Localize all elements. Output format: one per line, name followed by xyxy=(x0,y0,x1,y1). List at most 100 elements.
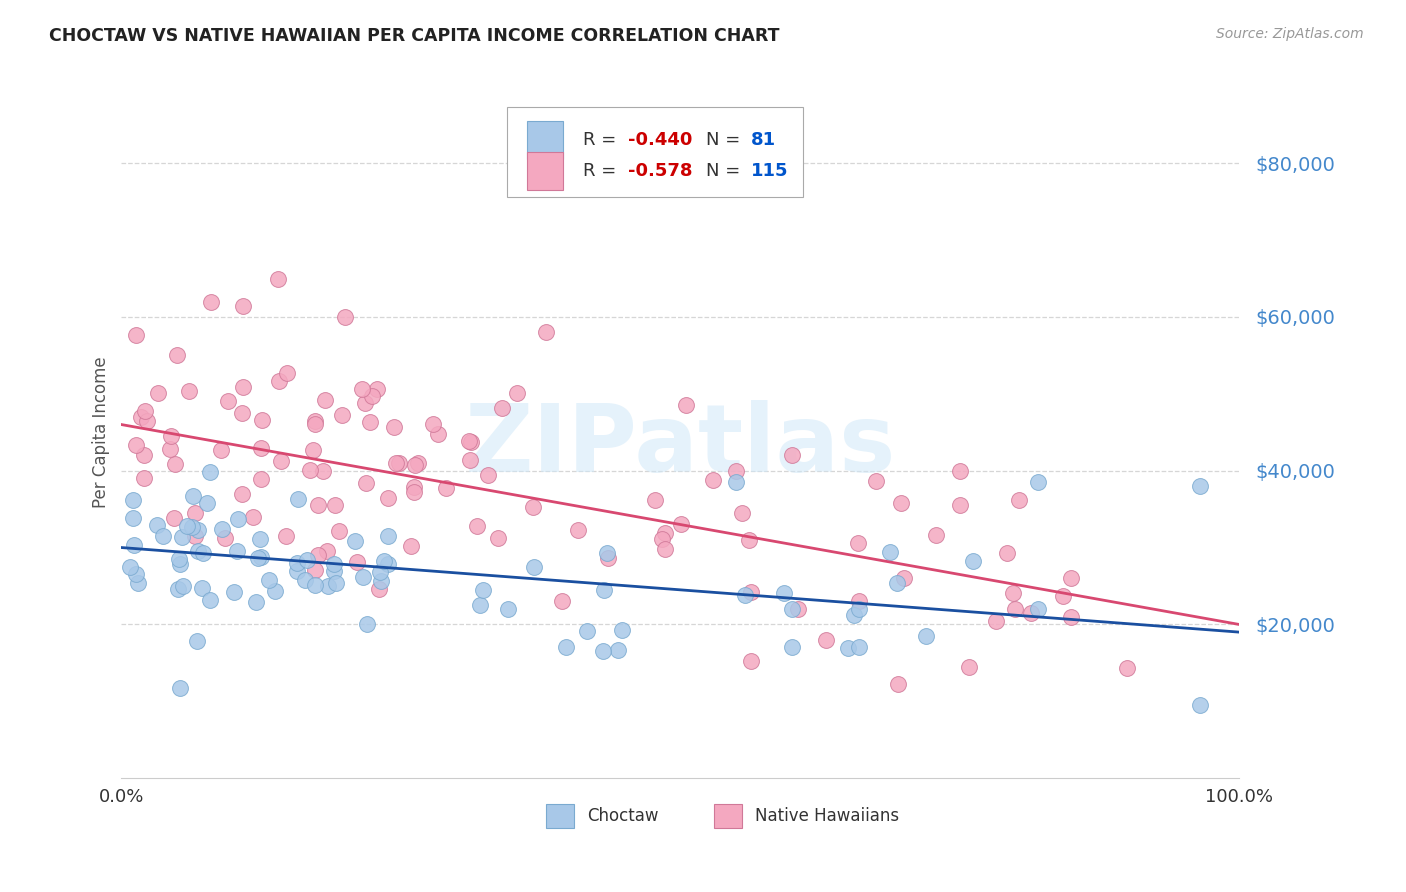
Point xyxy=(1116,661,1139,675)
Point xyxy=(725,475,748,490)
Point xyxy=(232,299,254,313)
Point xyxy=(893,571,915,585)
Point xyxy=(263,583,285,598)
Point xyxy=(551,594,574,608)
Point xyxy=(675,398,697,412)
Point xyxy=(328,524,350,538)
Point xyxy=(131,409,153,424)
Point xyxy=(460,435,482,450)
Point xyxy=(304,414,326,428)
Point xyxy=(486,531,509,545)
Point xyxy=(231,486,253,500)
Point xyxy=(307,498,329,512)
Point xyxy=(232,379,254,393)
Point xyxy=(270,454,292,468)
Point xyxy=(458,452,481,467)
Text: CHOCTAW VS NATIVE HAWAIIAN PER CAPITA INCOME CORRELATION CHART: CHOCTAW VS NATIVE HAWAIIAN PER CAPITA IN… xyxy=(49,27,780,45)
Point xyxy=(333,310,356,324)
Text: -0.440: -0.440 xyxy=(627,131,692,149)
Point xyxy=(725,464,748,478)
Point xyxy=(166,348,188,362)
Point xyxy=(323,498,346,512)
Point xyxy=(226,543,249,558)
Point xyxy=(163,457,186,471)
Point xyxy=(285,556,308,570)
Point xyxy=(226,512,249,526)
Point xyxy=(426,427,449,442)
Point xyxy=(325,576,347,591)
Point xyxy=(651,532,673,546)
Point xyxy=(269,375,291,389)
Text: ZIPatlas: ZIPatlas xyxy=(464,401,896,492)
Point xyxy=(534,326,557,340)
Point xyxy=(360,389,382,403)
Point xyxy=(787,601,810,615)
Point xyxy=(304,563,326,577)
Point xyxy=(377,557,399,571)
Point xyxy=(249,532,271,546)
Point xyxy=(250,441,273,455)
Point xyxy=(848,594,870,608)
Point xyxy=(176,518,198,533)
Point xyxy=(607,642,630,657)
Point xyxy=(285,564,308,578)
Point xyxy=(522,500,544,514)
Point xyxy=(780,640,803,655)
Point xyxy=(344,533,367,548)
Point xyxy=(250,550,273,565)
Point xyxy=(472,582,495,597)
Point xyxy=(654,526,676,541)
Point xyxy=(498,602,520,616)
Text: N =: N = xyxy=(706,162,745,180)
Point xyxy=(842,607,865,622)
Point xyxy=(122,510,145,524)
Point xyxy=(177,384,200,398)
Point xyxy=(815,633,838,648)
Point xyxy=(211,522,233,536)
Point xyxy=(209,442,232,457)
Point xyxy=(314,393,336,408)
Point xyxy=(555,640,578,655)
Point xyxy=(576,624,599,638)
Text: -0.578: -0.578 xyxy=(627,162,692,180)
Point xyxy=(915,629,938,643)
Point xyxy=(184,529,207,543)
Point xyxy=(287,491,309,506)
Point xyxy=(246,551,269,566)
Text: 115: 115 xyxy=(751,162,789,180)
Point xyxy=(879,545,901,559)
Point xyxy=(957,660,980,674)
Point xyxy=(1026,475,1049,490)
Point xyxy=(172,530,194,544)
Point xyxy=(122,538,145,552)
Point xyxy=(322,557,344,571)
FancyBboxPatch shape xyxy=(527,152,562,190)
Point xyxy=(250,472,273,486)
Point xyxy=(127,576,149,591)
FancyBboxPatch shape xyxy=(508,107,803,197)
Point xyxy=(191,546,214,560)
Point xyxy=(422,417,444,431)
Point xyxy=(366,382,388,396)
Point xyxy=(962,554,984,568)
Point xyxy=(354,396,377,410)
Point xyxy=(865,475,887,489)
Point xyxy=(1188,479,1211,493)
Point xyxy=(612,623,634,637)
Point xyxy=(186,633,208,648)
Point xyxy=(276,529,298,543)
Point xyxy=(890,496,912,510)
Point xyxy=(404,484,426,499)
Point xyxy=(1188,698,1211,712)
Point xyxy=(1052,589,1074,603)
Point xyxy=(780,602,803,616)
Point xyxy=(187,524,209,538)
Text: N =: N = xyxy=(706,131,745,149)
Point xyxy=(323,564,346,578)
Point xyxy=(181,520,204,534)
Text: Source: ZipAtlas.com: Source: ZipAtlas.com xyxy=(1216,27,1364,41)
Point xyxy=(304,417,326,431)
Point xyxy=(848,602,870,616)
Point xyxy=(163,511,186,525)
Text: Native Hawaiians: Native Hawaiians xyxy=(755,807,900,825)
